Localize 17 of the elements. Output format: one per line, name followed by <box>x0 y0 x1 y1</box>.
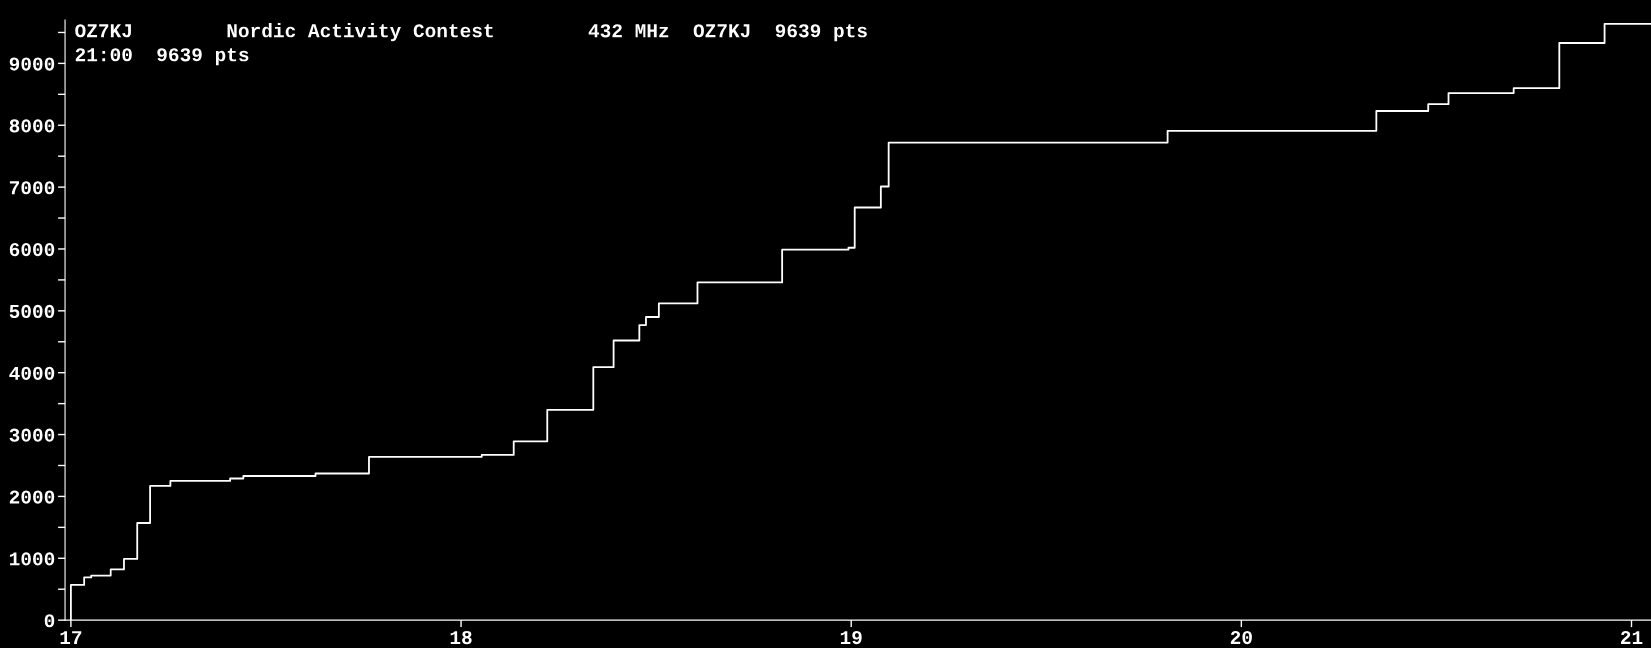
y-tick-label: 3000 <box>9 428 55 442</box>
x-tick-label: 20 <box>1230 630 1252 645</box>
y-tick-label: 4000 <box>9 366 55 380</box>
y-tick-label: 5000 <box>9 304 55 319</box>
y-tick-label: 2000 <box>9 490 55 504</box>
text: 21:00 9639 pts <box>75 48 249 66</box>
x-tick-label: 21 <box>1620 630 1643 644</box>
chart-title: OZ7KJ Nordic Activity Contest 432 MHz OZ7KJ 9639 pts <box>75 23 867 42</box>
y-tick-label: 6000 <box>9 243 55 257</box>
x-tick-label: 17 <box>60 631 82 644</box>
y-tick-label: 1000 <box>9 552 55 566</box>
y-tick-label: 9000 <box>9 57 55 71</box>
y-tick-label: 7000 <box>9 181 55 195</box>
x-tick-label: 19 <box>840 630 862 645</box>
x-tick-label: 18 <box>450 630 472 645</box>
y-tick-label: 0 <box>44 614 55 628</box>
y-tick-label: 8000 <box>9 119 55 133</box>
